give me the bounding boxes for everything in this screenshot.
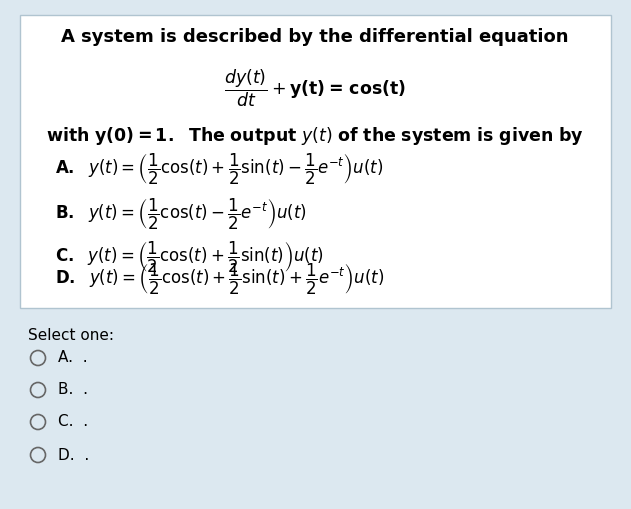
Text: Select one:: Select one: bbox=[28, 328, 114, 343]
Text: C.  .: C. . bbox=[58, 414, 88, 430]
Circle shape bbox=[30, 447, 45, 463]
Text: $\mathbf{C.}\ \ y(t) = \left(\dfrac{1}{2}\cos(t) + \dfrac{1}{2}\sin(t)\right)u(t: $\mathbf{C.}\ \ y(t) = \left(\dfrac{1}{2… bbox=[55, 240, 324, 275]
FancyBboxPatch shape bbox=[20, 15, 611, 308]
Text: $\mathbf{D.}\ \ y(t) = \left(\dfrac{1}{2}\cos(t) + \dfrac{1}{2}\sin(t) + \dfrac{: $\mathbf{D.}\ \ y(t) = \left(\dfrac{1}{2… bbox=[55, 262, 384, 297]
Text: $\mathbf{A.}\ \ y(t) = \left(\dfrac{1}{2}\cos(t) + \dfrac{1}{2}\sin(t) - \dfrac{: $\mathbf{A.}\ \ y(t) = \left(\dfrac{1}{2… bbox=[55, 152, 384, 187]
Text: $\dfrac{dy(t)}{dt} + \mathbf{y(t) = \,cos(t)}$: $\dfrac{dy(t)}{dt} + \mathbf{y(t) = \,co… bbox=[224, 68, 406, 109]
Text: B.  .: B. . bbox=[58, 382, 88, 398]
Text: A.  .: A. . bbox=[58, 351, 88, 365]
Circle shape bbox=[30, 382, 45, 398]
Text: $\mathbf{B.}\ \ y(t) = \left(\dfrac{1}{2}\cos(t) - \dfrac{1}{2}e^{-t}\right)u(t): $\mathbf{B.}\ \ y(t) = \left(\dfrac{1}{2… bbox=[55, 197, 307, 232]
Text: D.  .: D. . bbox=[58, 447, 89, 463]
Circle shape bbox=[30, 351, 45, 365]
Circle shape bbox=[30, 414, 45, 430]
Text: $\mathbf{with\ y(0){=}1.\ \ The\ output\ }$$\mathit{y(t)}$$\mathbf{\ of\ the\ sy: $\mathbf{with\ y(0){=}1.\ \ The\ output\… bbox=[46, 125, 584, 147]
Text: A system is described by the differential equation: A system is described by the differentia… bbox=[61, 28, 569, 46]
